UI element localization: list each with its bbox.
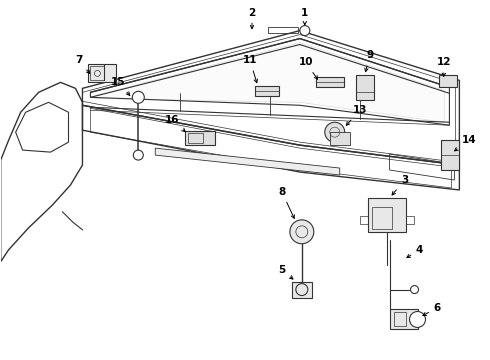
Text: 14: 14	[455, 135, 477, 151]
Text: 4: 4	[407, 245, 423, 258]
Circle shape	[132, 91, 144, 103]
Bar	[255, 86, 279, 96]
Circle shape	[300, 26, 310, 36]
Text: 5: 5	[278, 265, 293, 279]
Bar	[268, 27, 298, 32]
Bar	[371, 207, 392, 229]
Text: 11: 11	[243, 55, 257, 83]
Text: 6: 6	[423, 302, 441, 316]
Text: 1: 1	[301, 8, 308, 25]
Bar	[441, 140, 460, 170]
Circle shape	[290, 220, 314, 244]
Bar	[393, 312, 406, 327]
Text: 2: 2	[248, 8, 256, 29]
Text: 12: 12	[437, 58, 452, 77]
Bar	[89, 64, 116, 82]
Bar	[406, 216, 414, 224]
Circle shape	[325, 122, 345, 142]
Bar	[440, 75, 457, 87]
Polygon shape	[96, 42, 444, 122]
Polygon shape	[155, 148, 340, 175]
Bar	[368, 198, 406, 232]
Text: 10: 10	[298, 58, 318, 79]
Text: 15: 15	[111, 77, 130, 95]
Text: 8: 8	[278, 187, 294, 218]
Circle shape	[410, 311, 425, 328]
Bar	[356, 75, 374, 100]
Circle shape	[411, 285, 418, 293]
Bar	[188, 133, 203, 143]
Bar	[390, 310, 417, 329]
Bar	[292, 282, 312, 298]
Text: 16: 16	[165, 115, 185, 132]
Bar	[360, 216, 368, 224]
Bar	[316, 77, 343, 87]
Text: 13: 13	[346, 105, 367, 125]
Circle shape	[133, 150, 143, 160]
Text: 3: 3	[392, 175, 408, 195]
Text: 9: 9	[365, 50, 373, 72]
Text: 7: 7	[75, 55, 90, 73]
Bar	[185, 131, 215, 145]
Bar	[91, 67, 104, 80]
Bar	[330, 132, 350, 145]
